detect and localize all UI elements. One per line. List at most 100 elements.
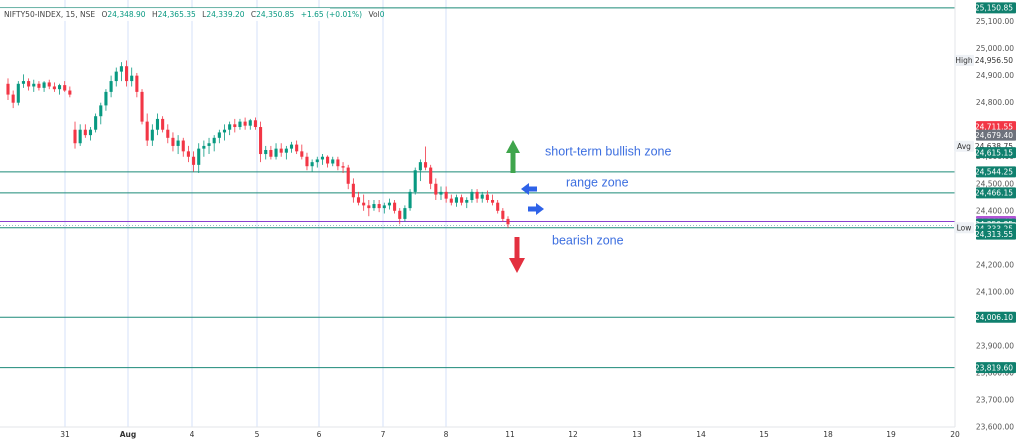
candle[interactable] <box>145 113 149 146</box>
candle[interactable] <box>480 191 484 203</box>
candle[interactable] <box>326 155 330 168</box>
candle[interactable] <box>259 121 263 163</box>
candle[interactable] <box>418 159 422 182</box>
candle[interactable] <box>320 154 324 165</box>
candle[interactable] <box>212 135 216 152</box>
candle[interactable] <box>73 121 77 149</box>
candle[interactable] <box>377 199 381 213</box>
candle[interactable] <box>434 178 438 200</box>
candle[interactable] <box>197 143 201 173</box>
candle[interactable] <box>331 156 335 167</box>
candle[interactable] <box>367 199 371 217</box>
candle[interactable] <box>346 164 350 190</box>
candle[interactable] <box>68 86 72 98</box>
candle[interactable] <box>21 74 26 88</box>
candle[interactable] <box>32 79 36 92</box>
candle[interactable] <box>63 81 67 92</box>
candlestick-series[interactable] <box>6 60 510 228</box>
candle[interactable] <box>140 89 144 125</box>
candle[interactable] <box>408 189 412 211</box>
candle[interactable] <box>42 81 46 92</box>
candle[interactable] <box>501 208 505 222</box>
candle[interactable] <box>382 202 386 214</box>
candle[interactable] <box>16 81 20 106</box>
candle[interactable] <box>207 137 211 155</box>
candle[interactable] <box>228 121 232 136</box>
candle[interactable] <box>233 118 237 133</box>
candle[interactable] <box>161 116 165 133</box>
candle[interactable] <box>83 124 87 138</box>
candle[interactable] <box>274 143 278 160</box>
candle[interactable] <box>192 151 196 172</box>
candle[interactable] <box>362 194 366 211</box>
candle[interactable] <box>351 178 355 203</box>
candle[interactable] <box>222 124 227 141</box>
candle[interactable] <box>387 198 391 210</box>
candle[interactable] <box>114 67 118 87</box>
candle[interactable] <box>27 78 31 91</box>
candle[interactable] <box>166 124 170 144</box>
candle[interactable] <box>248 118 252 130</box>
candle[interactable] <box>253 117 257 130</box>
candle[interactable] <box>496 199 500 214</box>
candle[interactable] <box>88 127 93 141</box>
candle[interactable] <box>125 60 129 87</box>
candle[interactable] <box>264 145 268 160</box>
candle[interactable] <box>506 216 510 228</box>
candle[interactable] <box>186 145 190 163</box>
candle[interactable] <box>6 78 10 100</box>
candle[interactable] <box>284 145 288 160</box>
candle[interactable] <box>439 186 443 200</box>
candle[interactable] <box>58 83 62 95</box>
candle[interactable] <box>413 167 417 195</box>
candle[interactable] <box>130 67 134 87</box>
candle[interactable] <box>393 199 397 214</box>
candle[interactable] <box>449 194 453 206</box>
candle[interactable] <box>460 194 464 206</box>
candle[interactable] <box>171 132 175 152</box>
candle[interactable] <box>315 156 319 168</box>
candle[interactable] <box>119 62 123 82</box>
candle[interactable] <box>475 189 479 203</box>
candle[interactable] <box>94 113 98 133</box>
candle[interactable] <box>78 124 82 146</box>
candle[interactable] <box>465 197 469 209</box>
candle[interactable] <box>341 162 345 173</box>
candle[interactable] <box>279 143 283 157</box>
candle[interactable] <box>135 72 139 98</box>
candle[interactable] <box>403 205 407 222</box>
candle[interactable] <box>470 189 474 203</box>
candle[interactable] <box>454 194 458 207</box>
candle[interactable] <box>37 81 41 91</box>
candle[interactable] <box>423 146 428 171</box>
candle[interactable] <box>99 102 103 125</box>
candle[interactable] <box>202 140 206 157</box>
candle[interactable] <box>155 113 160 136</box>
candle[interactable] <box>289 141 294 153</box>
candle[interactable] <box>336 156 340 171</box>
candle[interactable] <box>398 208 402 225</box>
candle[interactable] <box>269 145 273 160</box>
candle[interactable] <box>444 186 448 203</box>
candle[interactable] <box>181 137 185 157</box>
candle[interactable] <box>295 140 299 155</box>
candle[interactable] <box>47 79 51 90</box>
candle[interactable] <box>305 152 309 171</box>
candle[interactable] <box>300 144 304 160</box>
candle[interactable] <box>490 194 495 206</box>
candle[interactable] <box>109 75 113 98</box>
candle[interactable] <box>52 82 56 92</box>
candle[interactable] <box>104 89 108 111</box>
candle[interactable] <box>429 164 433 190</box>
candle[interactable] <box>176 135 180 155</box>
candle[interactable] <box>310 159 314 172</box>
candle[interactable] <box>217 129 221 144</box>
candle[interactable] <box>372 199 376 211</box>
candle[interactable] <box>11 90 15 109</box>
candle[interactable] <box>243 117 247 130</box>
candle[interactable] <box>356 191 361 206</box>
candle[interactable] <box>238 118 242 130</box>
candle[interactable] <box>150 124 154 146</box>
candle[interactable] <box>485 190 489 203</box>
